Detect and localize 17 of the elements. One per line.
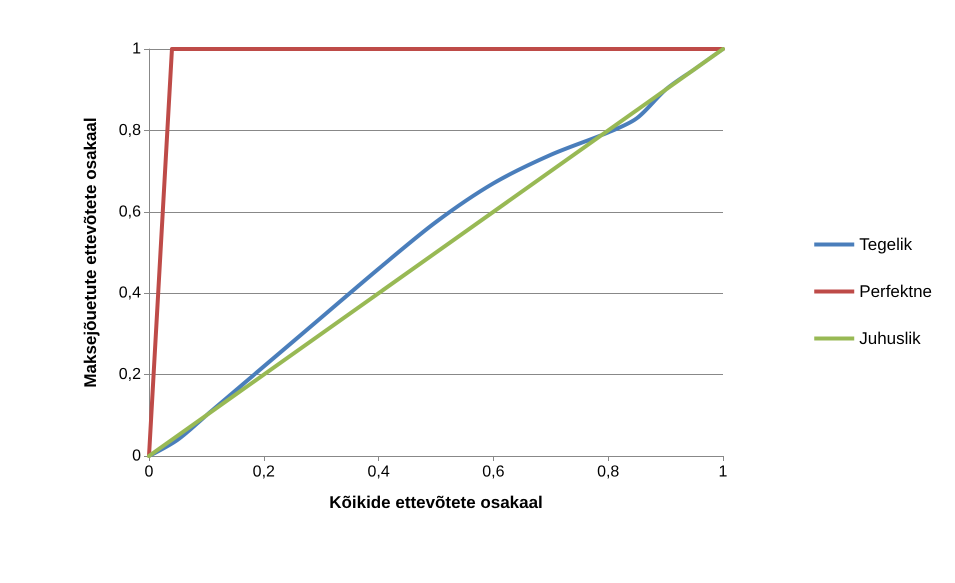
legend-label: Perfektne (859, 282, 932, 301)
y-axis-title: Maksejõuetute ettevõtete osakaal (81, 117, 100, 388)
x-tick-label: 0,8 (597, 464, 620, 480)
y-tick-label: 0,8 (118, 122, 142, 139)
y-tick-label: 0 (132, 448, 142, 464)
y-tick-label: 0,2 (118, 366, 142, 384)
legend-label: Juhuslik (859, 329, 922, 348)
legend-label: Tegelik (859, 235, 913, 254)
x-tick-label: 0,4 (367, 464, 390, 480)
y-tick-label: 1 (132, 40, 142, 58)
x-tick-label: 1 (718, 464, 728, 480)
y-tick-label: 0,4 (118, 284, 142, 302)
x-tick-label: 0,6 (482, 464, 505, 480)
x-tick-label: 0,2 (252, 464, 276, 480)
x-tick-label: 0 (144, 464, 154, 480)
x-axis-title: Kõikide ettevõtete osakaal (329, 493, 543, 512)
y-tick-label: 0,6 (118, 203, 142, 220)
